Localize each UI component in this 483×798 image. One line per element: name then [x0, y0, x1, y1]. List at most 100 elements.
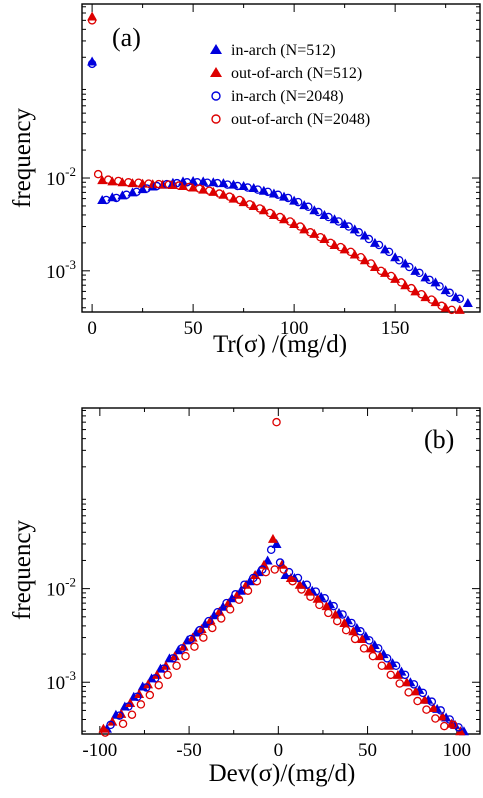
data-point-triangle [329, 214, 340, 224]
data-point-circle [233, 181, 242, 191]
panel-b: -100 -50 0 50 100 10-2 10-3 (b) Dev(σ)/(mg/d)… [9, 407, 481, 787]
data-point-triangle [401, 677, 412, 687]
data-point-circle [409, 680, 419, 689]
data-point-circle [142, 683, 151, 692]
data-point-circle [306, 592, 315, 601]
data-point-circle [400, 670, 410, 680]
data-point-triangle [348, 626, 359, 636]
data-point-circle [315, 600, 324, 610]
legend-marker-triangle-red [210, 67, 222, 77]
data-point-circle [422, 705, 431, 714]
data-point-circle [427, 295, 436, 304]
data-point-triangle [319, 209, 330, 219]
legend-marker-circle-red [211, 114, 221, 124]
data-point-circle [168, 654, 178, 663]
data-point-circle [415, 268, 424, 278]
panel-label-b: (b) [424, 425, 454, 454]
data-point-circle [417, 289, 426, 299]
data-point-circle [225, 192, 234, 201]
y-axis-label-a: frequency [9, 108, 36, 208]
data-point-circle [347, 618, 356, 628]
data-point-circle [118, 719, 128, 729]
data-point-circle [407, 283, 416, 293]
data-point-triangle [339, 218, 350, 228]
data-point-circle [275, 212, 285, 222]
data-point-circle [366, 259, 376, 268]
data-point-triangle [330, 609, 341, 619]
data-point-triangle [390, 252, 401, 262]
y-tick-label: 10-3 [46, 257, 76, 283]
data-point-circle [208, 623, 217, 633]
data-point-triangle [419, 694, 430, 704]
data-point-circle [445, 288, 454, 298]
data-point-triangle [357, 633, 368, 643]
data-point-circle [186, 634, 196, 644]
data-point-triangle [392, 669, 403, 679]
data-point-triangle [410, 686, 421, 696]
data-point-circle [386, 271, 396, 281]
data-point-triangle [462, 298, 473, 308]
y-ticks-a: 10-2 10-3 [46, 6, 480, 309]
data-point-triangle [366, 643, 377, 653]
data-point-circle [104, 175, 113, 184]
legend-marker-triangle-blue [210, 44, 222, 54]
x-axis-label-a: Tr(σ) /(mg/d) [213, 331, 347, 358]
data-point-circle [154, 680, 163, 690]
data-point-circle [324, 212, 333, 222]
data-point-triangle [410, 265, 421, 275]
data-point-circle [326, 238, 335, 248]
series-3 [100, 417, 458, 737]
data-point-circle [101, 195, 111, 205]
data-point-circle [204, 616, 213, 626]
data-point-circle [336, 242, 345, 252]
data-point-circle [253, 185, 263, 194]
data-point-circle [304, 202, 313, 212]
data-point-circle [324, 608, 333, 618]
data-point-circle [297, 585, 306, 594]
data-point-circle [279, 565, 288, 574]
data-point-circle [255, 204, 265, 213]
data-point-circle [87, 16, 97, 25]
data-point-circle [194, 184, 204, 193]
data-point-circle [172, 178, 182, 188]
data-point-circle [205, 186, 214, 195]
x-tick-label: -50 [176, 740, 201, 761]
data-point-circle [136, 700, 146, 709]
data-point-circle [215, 189, 224, 198]
data-point-circle [265, 208, 275, 218]
series-3 [87, 16, 456, 315]
data-point-triangle [400, 258, 411, 268]
x-tick-label: -100 [82, 740, 117, 761]
data-point-circle [243, 586, 253, 595]
data-point-circle [382, 654, 392, 663]
data-point-circle [447, 305, 456, 315]
data-point-triangle [279, 191, 290, 201]
data-point-circle [124, 702, 133, 711]
data-point-triangle [380, 244, 391, 254]
data-point-circle [391, 661, 401, 671]
data-point-circle [314, 207, 323, 217]
data-point-triangle [267, 533, 278, 543]
data-point-circle [159, 664, 169, 673]
data-point-triangle [151, 669, 162, 679]
data-point-circle [418, 688, 428, 698]
data-point-circle [273, 190, 283, 200]
data-point-circle [245, 200, 254, 209]
x-tick-label: 100 [443, 740, 472, 761]
data-point-circle [261, 567, 271, 577]
y-tick-label: 10-2 [46, 164, 76, 190]
legend-entry-in-arch-512: in-arch (N=512) [210, 42, 336, 59]
data-point-circle [427, 697, 437, 706]
data-point-circle [440, 721, 449, 731]
data-points-b [98, 417, 469, 737]
data-point-circle [320, 593, 329, 603]
data-point-circle [87, 59, 97, 69]
data-point-circle [216, 614, 226, 623]
data-point-circle [272, 417, 281, 427]
legend-entry-out-of-arch-512: out-of-arch (N=512) [210, 65, 362, 82]
data-point-circle [413, 696, 422, 706]
data-point-circle [174, 181, 184, 190]
data-point-circle [396, 278, 406, 287]
data-point-triangle [241, 579, 252, 589]
